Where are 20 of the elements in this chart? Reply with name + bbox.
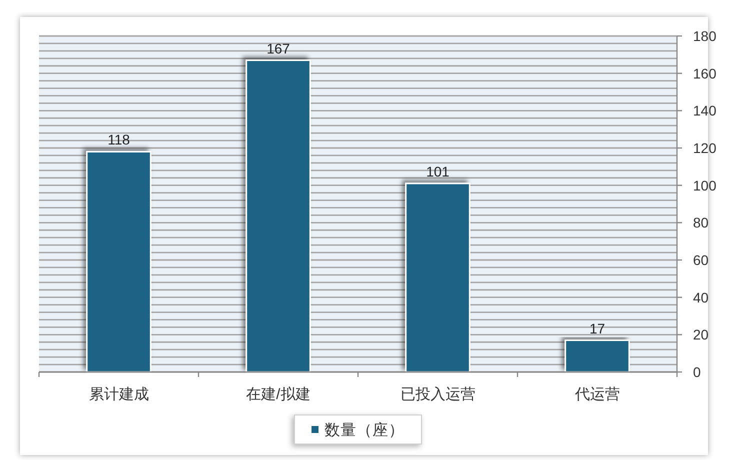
y-tick-label: 80	[693, 214, 709, 231]
y-tick-label: 0	[693, 364, 701, 380]
y-tick-label: 160	[693, 65, 717, 82]
x-tick-label: 代运营	[574, 386, 620, 403]
y-tick-label: 100	[693, 177, 717, 194]
y-tick-label: 20	[693, 326, 709, 343]
data-label: 17	[589, 320, 606, 336]
data-label: 101	[426, 163, 450, 180]
data-label: 118	[108, 132, 130, 148]
y-tick-label: 140	[693, 102, 717, 119]
x-tick-label: 已投入运营	[400, 386, 476, 403]
legend-label: 数量（座）	[324, 421, 404, 439]
x-tick-label: 在建/拟建	[246, 386, 310, 403]
y-tick-label: 120	[693, 140, 717, 156]
y-tick-label: 180	[693, 28, 717, 44]
y-tick-label: 40	[693, 289, 709, 306]
data-label: 167	[266, 40, 290, 56]
legend: 数量（座）	[294, 414, 422, 444]
y-tick-label: 60	[693, 252, 709, 268]
x-tick-label: 累计建成	[88, 386, 149, 403]
